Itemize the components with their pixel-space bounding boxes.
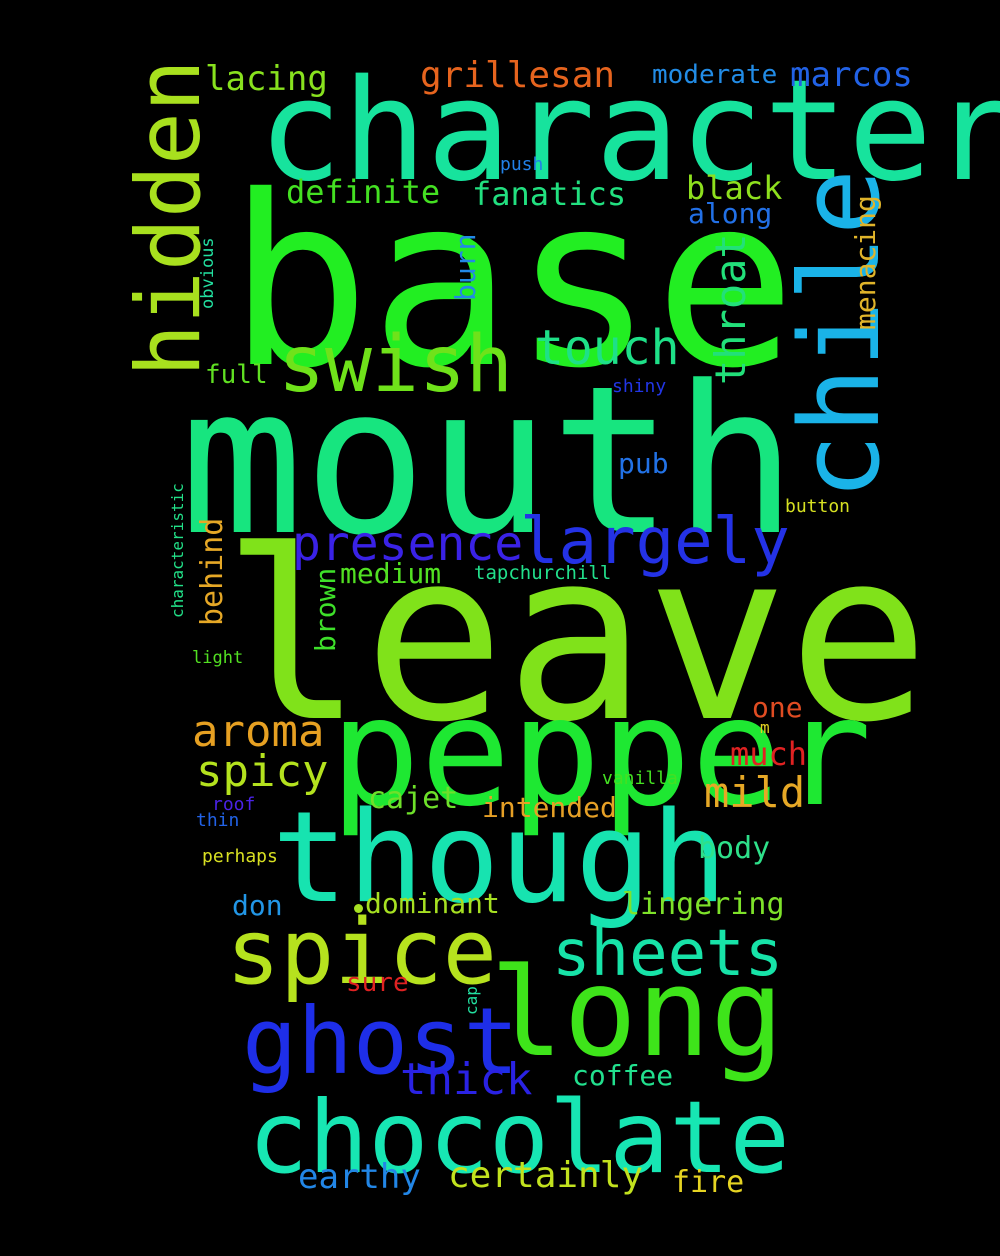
word-along: along	[688, 197, 773, 230]
word-hidden: hidden	[117, 58, 220, 377]
word-intended: intended	[482, 791, 617, 824]
word-fanatics: fanatics	[472, 175, 627, 213]
word-moderate: moderate	[652, 60, 778, 90]
word-full: full	[205, 360, 268, 390]
word-much: much	[730, 735, 808, 773]
word-marcos: marcos	[790, 55, 913, 95]
word-swish: swish	[278, 320, 513, 410]
word-mild: mild	[704, 768, 806, 817]
word-definite: definite	[286, 173, 441, 211]
word-spice: spice	[226, 900, 497, 1005]
word-presence: presence	[292, 516, 524, 572]
word-roof: roof	[212, 794, 256, 815]
word-cajet: cajet	[368, 781, 459, 816]
word-chocolate: chocolate	[248, 1079, 790, 1196]
word-one: one	[752, 691, 803, 724]
word-aroma: aroma	[192, 706, 325, 757]
word-vanilla: vanilla	[602, 768, 678, 789]
word-grillesan: grillesan	[420, 55, 616, 96]
word-menacing: menacing	[849, 195, 882, 331]
word-dominant: dominant	[365, 887, 500, 920]
word-certainly: certainly	[448, 1155, 644, 1196]
word-character: character	[258, 50, 1000, 213]
word-lingering: lingering	[622, 887, 785, 922]
word-thick: thick	[400, 1054, 533, 1105]
word-brown: brown	[309, 567, 342, 652]
word-long: long	[490, 942, 784, 1084]
word-earthy: earthy	[298, 1157, 421, 1197]
word-characteristic: characteristic	[168, 483, 187, 619]
word-mouth: mouth	[180, 343, 798, 581]
word-tapchurchill: tapchurchill	[474, 562, 612, 584]
word-don: don	[232, 889, 283, 922]
word-touch: touch	[535, 320, 680, 376]
word-behind: behind	[195, 517, 230, 626]
word-pub: pub	[618, 447, 669, 480]
word-fire: fire	[672, 1165, 745, 1200]
word-shiny: shiny	[612, 376, 667, 397]
word-body: body	[698, 831, 771, 866]
word-burn: burn	[449, 233, 482, 302]
word-lacing: lacing	[205, 59, 328, 99]
word-spicy: spicy	[196, 746, 329, 797]
word-black: black	[686, 169, 783, 207]
word-m: m	[760, 718, 770, 737]
word-perhaps: perhaps	[202, 846, 278, 867]
word-button: button	[785, 496, 851, 517]
word-push: push	[500, 154, 544, 175]
word-throat: throat	[706, 233, 755, 386]
word-though: though	[272, 784, 728, 931]
word-pepper: pepper	[330, 666, 872, 840]
word-sheets: sheets	[552, 917, 784, 991]
word-cap: cap	[462, 985, 481, 1015]
word-leave: leave	[222, 501, 930, 774]
word-medium: medium	[340, 557, 442, 590]
word-light: light	[192, 648, 244, 668]
bullet-dot	[354, 904, 363, 913]
word-obvious: obvious	[198, 237, 218, 310]
word-thin: thin	[196, 810, 240, 831]
word-sure: sure	[346, 968, 409, 998]
word-base: base	[228, 145, 797, 420]
word-coffee: coffee	[572, 1059, 674, 1092]
word-largely: largely	[520, 505, 790, 579]
word-ghost: ghost	[242, 988, 519, 1095]
